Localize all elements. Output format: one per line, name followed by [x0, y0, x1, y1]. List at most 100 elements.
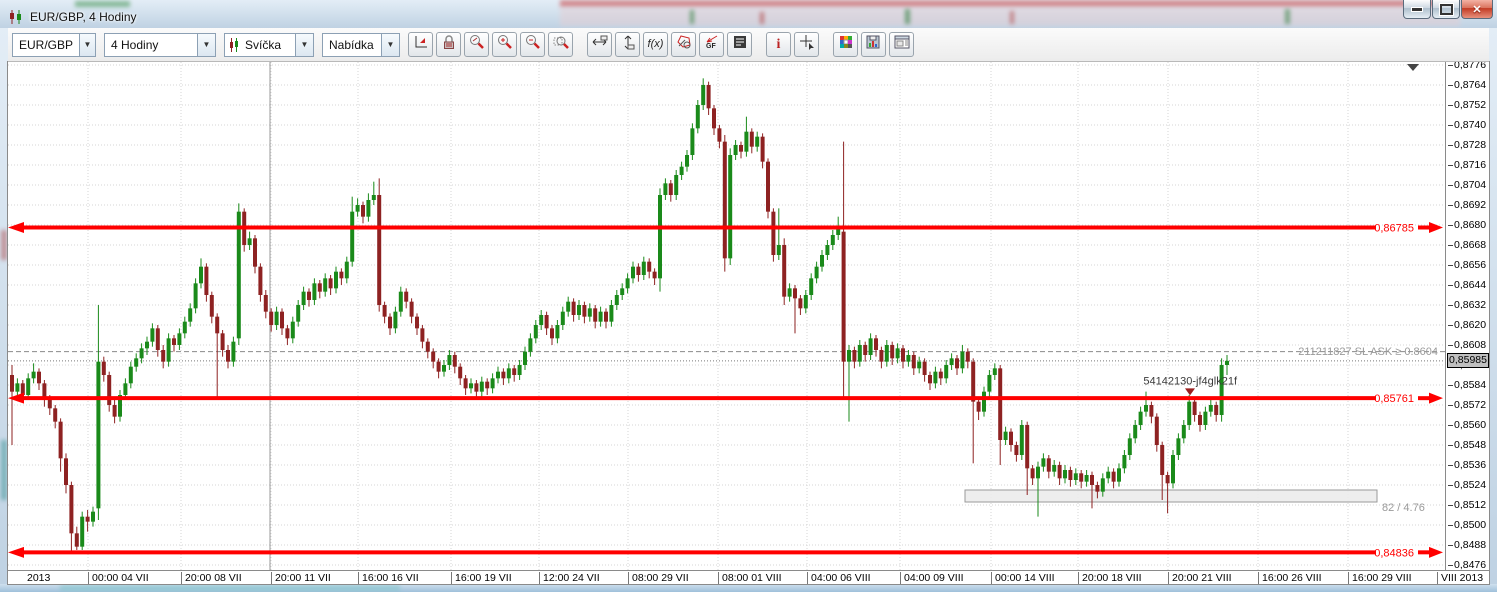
price-axis[interactable]: 0,85985 0,8776 0,8764 0,8752 0,8740 0,8728 0,…: [1445, 59, 1489, 571]
notes-button[interactable]: [727, 32, 752, 57]
lock-button[interactable]: [436, 32, 461, 57]
price-tick-label: 0,8704: [1448, 179, 1486, 191]
crosshair-button[interactable]: [794, 32, 819, 57]
price-tick-label: 0,8644: [1448, 279, 1486, 291]
price-tick-label: 0,8668: [1448, 239, 1486, 251]
restore-button[interactable]: [1432, 0, 1460, 19]
svg-text:0,84836: 0,84836: [1374, 547, 1414, 559]
lock-icon: [442, 34, 456, 55]
window-border-right: [1489, 28, 1497, 584]
price-tick-label: 0,8740: [1448, 119, 1486, 131]
price-tick-label: 0,8608: [1448, 339, 1486, 351]
price-tick-label: 0,8716: [1448, 159, 1486, 171]
window-border-left: [0, 28, 8, 584]
symbol-select[interactable]: EUR/GBP ▼: [12, 32, 96, 57]
time-axis[interactable]: VIII 2013 2013 00:00 04 VII 20:00 08 VII 20…: [8, 570, 1489, 584]
export-icon: [866, 35, 881, 55]
window-border-bottom: [0, 584, 1497, 592]
period-select-value: 4 Hodiny: [111, 37, 159, 52]
close-button[interactable]: ✕: [1461, 0, 1493, 19]
current-price-box: 0,85985: [1447, 352, 1489, 368]
zoom-marquee-icon: [553, 34, 569, 55]
price-tick-label: 0,8572: [1448, 399, 1486, 411]
functions-button[interactable]: f(x): [643, 32, 668, 57]
layout-icon: [894, 35, 910, 54]
chart-region[interactable]: 211211827 SL ASK ≥ 0.8604 0,86785 0,85761 0…: [8, 62, 1445, 570]
time-tick-label: 08:00 01 VIII: [718, 572, 782, 584]
time-tick-label: 00:00 04 VII: [88, 572, 149, 584]
menu-select[interactable]: Nabídka ▼: [322, 32, 400, 57]
time-tick-label: 20:00 08 VII: [181, 572, 242, 584]
gf-tool-button[interactable]: GF: [699, 32, 724, 57]
close-icon: ✕: [1472, 3, 1482, 16]
zoom-out-icon: [525, 34, 541, 55]
price-tick-label: 0,8776: [1448, 59, 1486, 71]
svg-text:54142130-jf4glk21f: 54142130-jf4glk21f: [1143, 375, 1238, 387]
restore-icon: [1439, 3, 1453, 15]
layout-button[interactable]: [889, 32, 914, 57]
chart-style-value: Svíčka: [245, 37, 282, 52]
chart-style-select[interactable]: Svíčka ▼: [224, 32, 314, 57]
price-tick-label: 0,8620: [1448, 319, 1486, 331]
zoom-out-button[interactable]: [520, 32, 545, 57]
minimize-button[interactable]: [1403, 0, 1431, 19]
zoom-line-button[interactable]: [464, 32, 489, 57]
horizontal-scale-icon: [591, 35, 608, 54]
price-tick-label: 0,8476: [1448, 559, 1486, 571]
chart-app-icon: [8, 10, 24, 24]
price-tick-label: 0,8728: [1448, 139, 1486, 151]
period-select[interactable]: 4 Hodiny ▼: [104, 32, 216, 57]
export-button[interactable]: [861, 32, 886, 57]
time-tick-label: 16:00 16 VII: [358, 572, 419, 584]
draw-shapes-button[interactable]: [671, 32, 696, 57]
time-tick-label: 2013: [27, 572, 51, 584]
time-tick-label: 16:00 26 VIII: [1258, 572, 1322, 584]
svg-text:0,86785: 0,86785: [1374, 223, 1414, 235]
price-tick-label: 0,8584: [1448, 379, 1486, 391]
time-tick-label: 20:00 21 VIII: [1168, 572, 1232, 584]
svg-text:0,85761: 0,85761: [1374, 393, 1414, 405]
zoom-in-icon: [497, 34, 513, 55]
horizontal-scale-button[interactable]: [587, 32, 612, 57]
functions-icon: f(x): [647, 38, 664, 50]
zoom-marquee-button[interactable]: [548, 32, 573, 57]
palette-button[interactable]: [833, 32, 858, 57]
svg-text:82 / 4.76: 82 / 4.76: [1382, 502, 1425, 514]
zoom-in-button[interactable]: [492, 32, 517, 57]
price-tick-label: 0,8764: [1448, 79, 1486, 91]
chart-canvas[interactable]: 211211827 SL ASK ≥ 0.8604 0,86785 0,85761 0…: [8, 62, 1445, 570]
price-tick-label: 0,8632: [1448, 299, 1486, 311]
chevron-down-icon: ▼: [381, 33, 399, 56]
price-tick-label: 0,8656: [1448, 259, 1486, 271]
axis-year-label: VIII 2013: [1437, 572, 1483, 584]
info-button[interactable]: i: [766, 32, 791, 57]
candlestick-icon: [229, 37, 239, 52]
time-tick-label: 04:00 09 VIII: [900, 572, 964, 584]
price-tick-label: 0,8536: [1448, 459, 1486, 471]
toolbar: EUR/GBP ▼ 4 Hodiny ▼ Svíčka ▼ Nabídka ▼ …: [8, 28, 1489, 62]
info-icon: i: [776, 36, 781, 52]
crosshair-icon: [799, 34, 815, 55]
window-title: EUR/GBP, 4 Hodiny: [30, 10, 137, 24]
price-tick-label: 0,8488: [1448, 539, 1486, 551]
price-tick-label: 0,8548: [1448, 439, 1486, 451]
time-tick-label: 20:00 11 VII: [271, 572, 331, 584]
vertical-scale-button[interactable]: [615, 32, 640, 57]
chevron-down-icon: ▼: [197, 33, 215, 56]
gf-tool-icon: GF: [703, 34, 721, 55]
price-tick-label: 0,8680: [1448, 219, 1486, 231]
price-tick-label: 0,8692: [1448, 199, 1486, 211]
svg-text:211211827 SL ASK ≥ 0.8604: 211211827 SL ASK ≥ 0.8604: [1298, 346, 1438, 358]
time-tick-label: 08:00 29 VII: [628, 572, 689, 584]
svg-text:GF: GF: [706, 43, 716, 50]
palette-icon: [839, 35, 853, 54]
titlebar[interactable]: EUR/GBP, 4 Hodiny: [8, 6, 137, 28]
price-tick-label: 0,8752: [1448, 99, 1486, 111]
zoom-line-icon: [469, 34, 485, 55]
toolbar-separator: [755, 44, 766, 45]
window-titlebar-glass: [0, 0, 1497, 28]
time-tick-label: 12:00 24 VII: [539, 572, 600, 584]
price-tick-label: 0,8500: [1448, 519, 1486, 531]
symbol-select-value: EUR/GBP: [19, 37, 74, 52]
axis-scale-button[interactable]: [408, 32, 433, 57]
